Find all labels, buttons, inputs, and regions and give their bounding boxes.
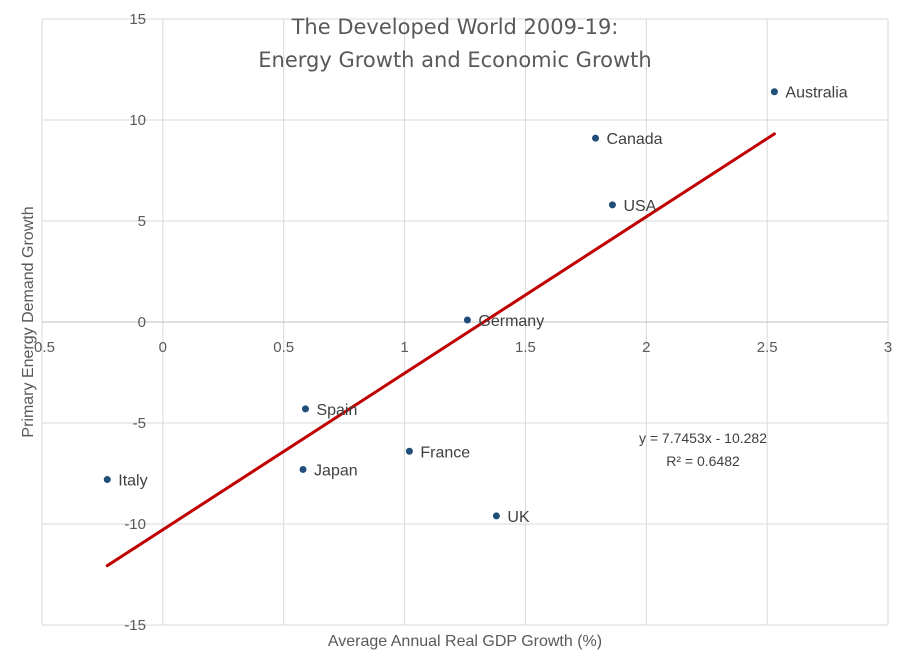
data-point-canada: Canada bbox=[592, 131, 663, 148]
x-axis-label: Average Annual Real GDP Growth (%) bbox=[328, 633, 602, 650]
y-tick-label: 15 bbox=[129, 11, 146, 28]
chart-title-line-1: The Developed World 2009-19: bbox=[291, 15, 619, 39]
point-marker bbox=[592, 134, 600, 142]
data-point-uk: UK bbox=[492, 509, 530, 526]
trendline-group bbox=[105, 132, 776, 568]
data-point-spain: Spain bbox=[301, 402, 357, 419]
data-point-usa: USA bbox=[608, 198, 657, 215]
y-tick-label: -15 bbox=[124, 617, 146, 634]
data-points: Australia Canada USA Germany Spain France Japa… bbox=[103, 85, 848, 526]
y-tick-label: -10 bbox=[124, 516, 146, 533]
point-marker bbox=[299, 465, 307, 473]
point-label: Germany bbox=[478, 313, 544, 330]
point-label: Canada bbox=[607, 131, 663, 148]
trendline-r-squared: R² = 0.6482 bbox=[666, 453, 740, 469]
x-tick-label: 1 bbox=[400, 339, 408, 356]
trendline-equation: y = 7.7453x - 10.282 bbox=[639, 430, 767, 446]
data-point-germany: Germany bbox=[463, 313, 544, 330]
data-point-australia: Australia bbox=[770, 85, 848, 102]
x-tick-label: 1.5 bbox=[515, 339, 536, 356]
y-tick-label: -5 bbox=[133, 415, 146, 432]
point-marker bbox=[405, 447, 413, 455]
trendline bbox=[105, 132, 776, 568]
data-point-italy: Italy bbox=[103, 473, 148, 490]
x-tick-label: -0.5 bbox=[29, 339, 55, 356]
x-tick-label: 0 bbox=[159, 339, 167, 356]
x-tick-label: 2.5 bbox=[757, 339, 778, 356]
point-label: USA bbox=[623, 198, 656, 215]
y-axis-label: Primary Energy Demand Growth bbox=[20, 206, 37, 437]
point-label: France bbox=[420, 444, 470, 461]
y-tick-label: 0 bbox=[138, 314, 146, 331]
chart-title-line-2: Energy Growth and Economic Growth bbox=[258, 48, 651, 72]
point-marker bbox=[492, 512, 500, 520]
x-tick-label: 2 bbox=[642, 339, 650, 356]
point-marker bbox=[301, 405, 309, 413]
x-tick-label: 0.5 bbox=[273, 339, 294, 356]
point-marker bbox=[608, 201, 616, 209]
data-point-france: France bbox=[405, 444, 470, 461]
point-label: Australia bbox=[785, 85, 847, 102]
data-point-japan: Japan bbox=[299, 462, 358, 479]
y-tick-label: 5 bbox=[138, 213, 146, 230]
x-tick-labels: -0.5 0 0.5 1 1.5 2 2.5 3 bbox=[29, 339, 892, 356]
point-label: Japan bbox=[314, 462, 358, 479]
point-marker bbox=[103, 476, 111, 484]
point-marker bbox=[463, 316, 471, 324]
y-tick-labels: -15 -10 -5 0 5 10 15 bbox=[124, 11, 146, 634]
x-tick-label: 3 bbox=[884, 339, 892, 356]
y-tick-label: 10 bbox=[129, 112, 146, 129]
point-label: Spain bbox=[316, 402, 357, 419]
point-marker bbox=[770, 88, 778, 96]
point-label: Italy bbox=[118, 473, 147, 490]
point-label: UK bbox=[507, 509, 530, 526]
